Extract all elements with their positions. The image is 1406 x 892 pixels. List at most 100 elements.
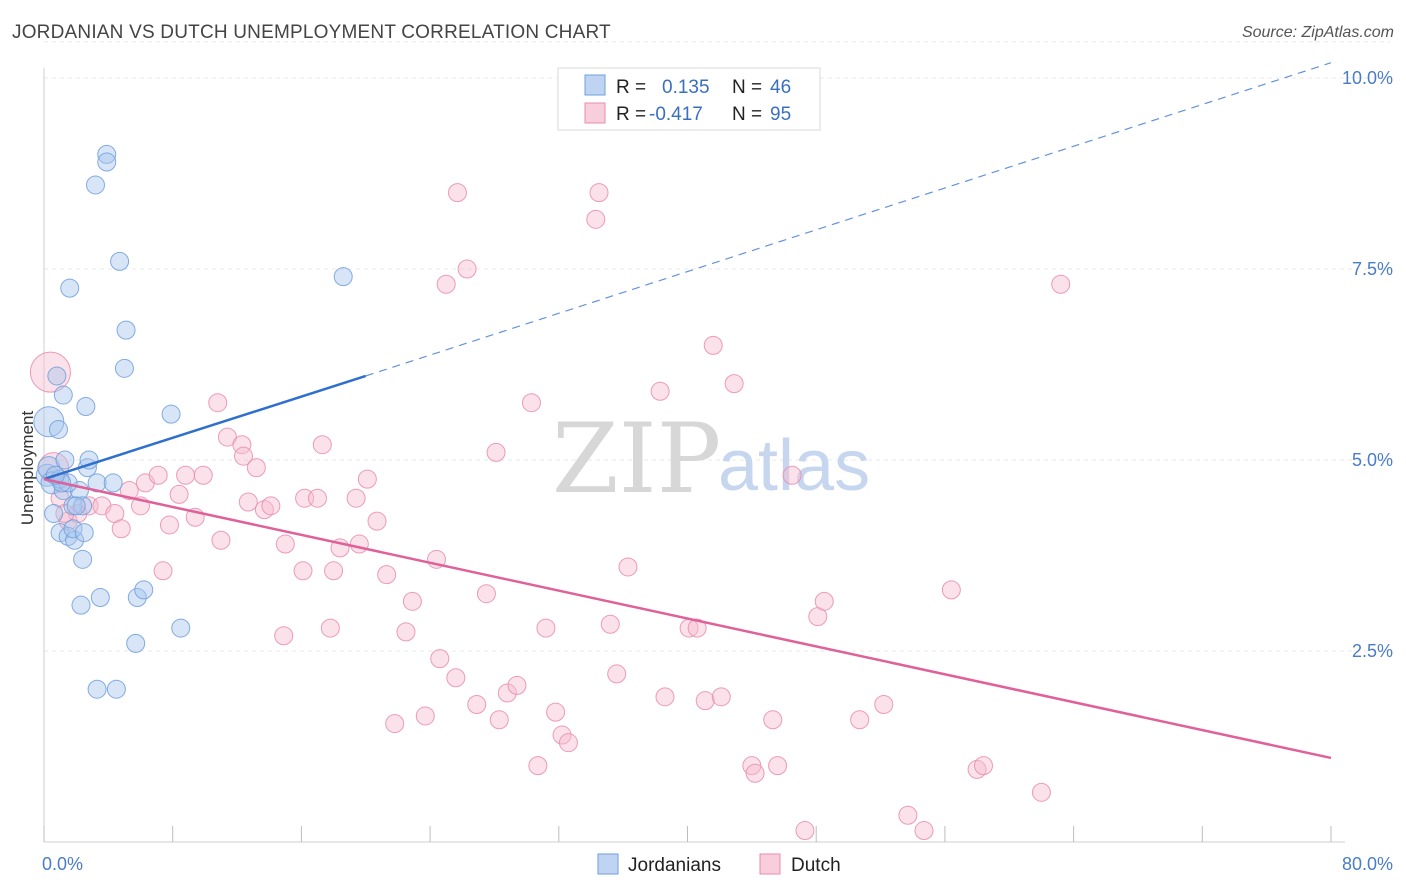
legend-top: R = 0.135 N = 46 R = -0.417 N = 95 bbox=[557, 67, 821, 131]
dutch-point-42 bbox=[402, 591, 422, 611]
chart-title: JORDANIAN VS DUTCH UNEMPLOYMENT CORRELAT… bbox=[12, 22, 611, 43]
dutch-point-5 bbox=[79, 496, 99, 516]
y-tick-label-0: 2.5% bbox=[1352, 641, 1393, 661]
legend-n-label-dutch: N = bbox=[732, 104, 762, 125]
bottom-legend-label-dutch: Dutch bbox=[791, 855, 841, 876]
jordanians-point-21 bbox=[73, 496, 93, 516]
jordanians-point-45 bbox=[66, 496, 86, 516]
dutch-point-74 bbox=[724, 374, 744, 394]
dutch-point-8 bbox=[111, 519, 131, 539]
dutch-point-60 bbox=[552, 725, 572, 745]
x-tick-label-1: 80.0% bbox=[1342, 854, 1393, 874]
jordanians-point-30 bbox=[134, 580, 154, 600]
dutch-point-67 bbox=[650, 381, 670, 401]
dutch-point-80 bbox=[795, 821, 815, 841]
jordanians-point-32 bbox=[171, 618, 191, 638]
jordanians-point-28 bbox=[71, 595, 91, 615]
legend-swatch-dutch bbox=[584, 102, 606, 124]
jordanians-point-5 bbox=[48, 419, 68, 439]
y-axis-title: Unemployment bbox=[18, 411, 37, 526]
dutch-point-16 bbox=[193, 465, 213, 485]
series-dutch-points bbox=[29, 183, 1071, 841]
dutch-point-56 bbox=[521, 393, 541, 413]
jordanians-point-38 bbox=[110, 251, 130, 271]
dutch-point-71 bbox=[695, 691, 715, 711]
grid-lines bbox=[44, 41, 1390, 652]
dutch-point-23 bbox=[246, 458, 266, 478]
dutch-point-72 bbox=[703, 335, 723, 355]
jordanians-point-7 bbox=[53, 385, 73, 405]
jordanians-point-14 bbox=[74, 523, 94, 543]
dutch-point-49 bbox=[457, 259, 477, 279]
jordanians-point-16 bbox=[55, 450, 75, 470]
dutch-point-61 bbox=[558, 733, 578, 753]
dutch-point-62 bbox=[586, 209, 606, 229]
dutch-point-51 bbox=[476, 584, 496, 604]
jordanians-point-42 bbox=[333, 267, 353, 287]
y-tick-label-1: 5.0% bbox=[1352, 450, 1393, 470]
y-tick-label-2: 7.5% bbox=[1352, 259, 1393, 279]
jordanians-point-25 bbox=[103, 473, 123, 493]
dutch-point-21 bbox=[238, 492, 258, 512]
dutch-point-33 bbox=[324, 561, 344, 581]
dutch-point-94 bbox=[176, 465, 196, 485]
dutch-point-30 bbox=[307, 488, 327, 508]
dutch-point-38 bbox=[367, 511, 387, 531]
legend-n-value-dutch: 95 bbox=[770, 104, 791, 125]
jordanians-point-6 bbox=[47, 366, 67, 386]
legend-n-value-jordanians: 46 bbox=[770, 77, 791, 98]
jordanians-point-24 bbox=[87, 473, 107, 493]
trend-lines bbox=[43, 62, 1332, 760]
dutch-point-46 bbox=[436, 274, 456, 294]
dutch-point-26 bbox=[274, 626, 294, 646]
dutch-point-79 bbox=[782, 465, 802, 485]
axes bbox=[43, 68, 1345, 843]
jordanians-point-37 bbox=[85, 175, 105, 195]
dutch-point-54 bbox=[497, 683, 517, 703]
dutch-point-58 bbox=[536, 618, 556, 638]
dutch-point-52 bbox=[486, 442, 506, 462]
chart-source: Source: ZipAtlas.com bbox=[1241, 24, 1394, 41]
dutch-point-37 bbox=[357, 469, 377, 489]
dutch-point-50 bbox=[467, 694, 487, 714]
dutch-point-28 bbox=[293, 561, 313, 581]
jordanians-point-41 bbox=[161, 404, 181, 424]
jordanians-point-9 bbox=[60, 278, 80, 298]
legend-bottom: Jordanians Dutch bbox=[597, 853, 841, 876]
dutch-point-41 bbox=[396, 622, 416, 642]
watermark: ZIP atlas bbox=[552, 403, 870, 515]
dutch-point-70 bbox=[687, 618, 707, 638]
dutch-point-22 bbox=[233, 446, 253, 466]
jordanians-point-40 bbox=[114, 358, 134, 378]
dutch-point-25 bbox=[261, 496, 281, 516]
dutch-point-17 bbox=[208, 393, 228, 413]
dutch-point-59 bbox=[546, 702, 566, 722]
x-tick-label-0: 0.0% bbox=[42, 854, 83, 874]
dutch-point-84 bbox=[874, 694, 894, 714]
jordanians-point-29 bbox=[127, 588, 147, 608]
y-tick-label-3: 10.0% bbox=[1342, 68, 1393, 88]
tick-labels: 2.5% 5.0% 7.5% 10.0% 0.0% 80.0% bbox=[42, 68, 1393, 874]
dutch-point-9 bbox=[119, 481, 139, 501]
trend-jordanians bbox=[43, 374, 367, 481]
dutch-point-18 bbox=[211, 530, 231, 550]
jordanians-point-8 bbox=[76, 397, 96, 417]
dutch-point-89 bbox=[974, 756, 994, 776]
dutch-point-36 bbox=[349, 534, 369, 554]
trend-jordanians-dashed bbox=[365, 62, 1332, 377]
dutch-point-91 bbox=[1051, 274, 1071, 294]
dutch-point-14 bbox=[169, 484, 189, 504]
dutch-point-31 bbox=[312, 435, 332, 455]
jordanians-point-34 bbox=[106, 679, 126, 699]
dutch-point-35 bbox=[346, 488, 366, 508]
dutch-point-90 bbox=[1031, 782, 1051, 802]
legend-swatch-jordanians bbox=[584, 74, 606, 96]
dutch-point-32 bbox=[320, 618, 340, 638]
dutch-point-27 bbox=[275, 534, 295, 554]
dutch-point-39 bbox=[377, 565, 397, 585]
jordanians-point-36 bbox=[97, 152, 117, 172]
dutch-point-92 bbox=[55, 503, 75, 523]
legend-r-label-jordanians: R = bbox=[616, 77, 646, 98]
watermark-zip: ZIP bbox=[552, 403, 721, 515]
